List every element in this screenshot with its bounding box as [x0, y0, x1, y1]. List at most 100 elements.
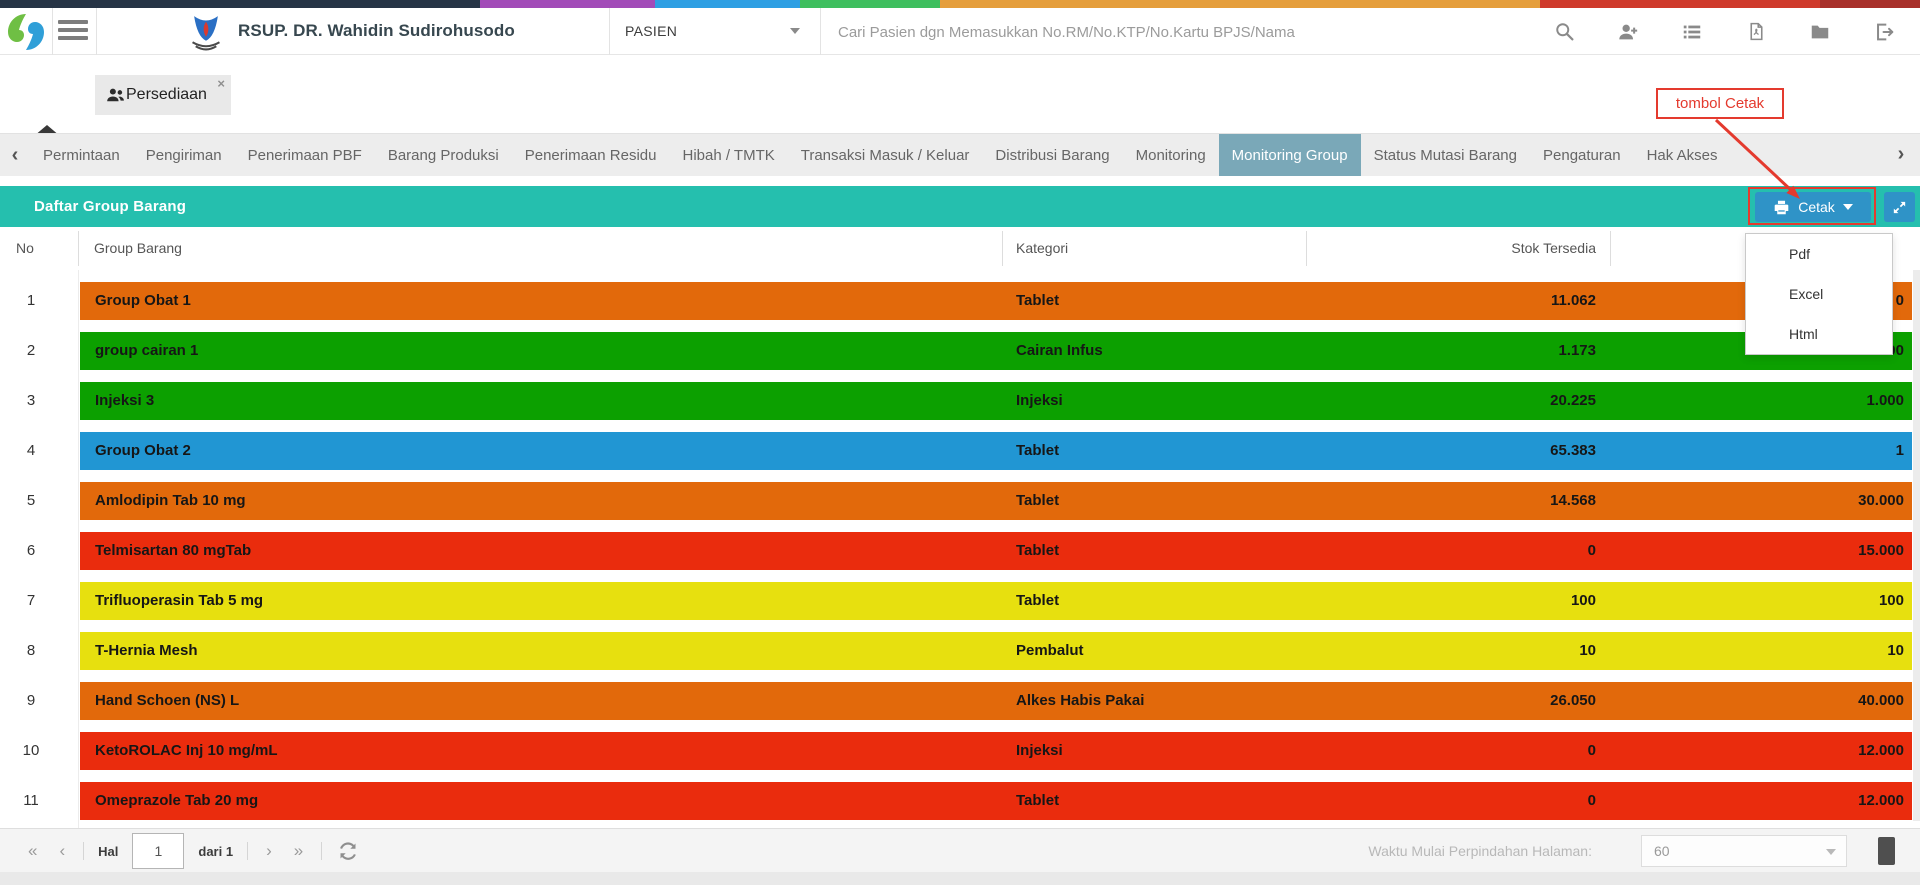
refresh-icon[interactable]: [336, 839, 360, 863]
add-patient-icon[interactable]: [1616, 20, 1640, 44]
menu-item-excel[interactable]: Excel: [1789, 286, 1824, 302]
row-band[interactable]: Amlodipin Tab 10 mg Tablet 14.568 30.000: [80, 482, 1912, 520]
cell-stok-tersedia: 14.568: [1550, 492, 1596, 509]
menu-item-pdf[interactable]: Pdf: [1789, 246, 1811, 262]
col-no: No: [16, 240, 34, 256]
cell-stok-tersedia: 0: [1587, 542, 1596, 559]
table-row[interactable]: 11 Omeprazole Tab 20 mg Tablet 0 12.000: [0, 770, 1920, 820]
row-number: 6: [26, 542, 36, 559]
close-icon[interactable]: ×: [217, 76, 225, 91]
table-row[interactable]: 3 Injeksi 3 Injeksi 20.225 1.000: [0, 370, 1920, 420]
cell-group-barang: Group Obat 1: [95, 292, 191, 309]
nav-scroll-left-icon[interactable]: ‹: [11, 143, 19, 166]
divider: [96, 8, 97, 55]
module-select[interactable]: PASIEN: [625, 8, 820, 55]
vertical-scrollbar[interactable]: [1913, 270, 1920, 821]
row-band[interactable]: Omeprazole Tab 20 mg Tablet 0 12.000: [80, 782, 1912, 820]
table-row[interactable]: 5 Amlodipin Tab 10 mg Tablet 14.568 30.0…: [0, 470, 1920, 520]
tab-persediaan[interactable]: Persediaan ×: [95, 75, 231, 115]
last-page-button[interactable]: »: [293, 841, 304, 860]
strip-segment: [655, 0, 800, 8]
nav-tab-hak-akses[interactable]: Hak Akses: [1646, 147, 1718, 164]
list-icon[interactable]: [1680, 20, 1704, 44]
table-row[interactable]: 8 T-Hernia Mesh Pembalut 10 10: [0, 620, 1920, 670]
row-number: 5: [26, 492, 36, 509]
cell-stok-min: 0: [1895, 292, 1904, 309]
pdf-icon[interactable]: [1744, 20, 1768, 44]
cell-kategori: Tablet: [1016, 442, 1060, 459]
expand-icon: [1893, 201, 1906, 213]
nav-tab-pengiriman[interactable]: Pengiriman: [145, 147, 222, 164]
cell-stok-min: 40.000: [1858, 692, 1904, 709]
cell-stok-min: 10: [1887, 642, 1904, 659]
chevron-down-icon: [1842, 204, 1853, 210]
nav-tab-hibah-tmtk[interactable]: Hibah / TMTK: [682, 147, 775, 164]
footer-corner-button[interactable]: [1878, 837, 1895, 865]
row-number: 7: [26, 592, 36, 609]
table-row[interactable]: 7 Trifluoperasin Tab 5 mg Tablet 100 100: [0, 570, 1920, 620]
col-stok-tersedia: Stok Tersedia: [1511, 240, 1596, 256]
cell-kategori: Tablet: [1016, 292, 1060, 309]
cell-stok-min: 15.000: [1858, 542, 1904, 559]
nav-tab-penerimaan-pbf[interactable]: Penerimaan PBF: [247, 147, 362, 164]
cell-stok-min: 12.000: [1858, 742, 1904, 759]
folder-icon[interactable]: [1808, 20, 1832, 44]
nav-tab-status-mutasi-barang[interactable]: Status Mutasi Barang: [1373, 147, 1517, 164]
table-row[interactable]: 4 Group Obat 2 Tablet 65.383 1: [0, 420, 1920, 470]
row-band[interactable]: Telmisartan 80 mgTab Tablet 0 15.000: [80, 532, 1912, 570]
row-band[interactable]: Injeksi 3 Injeksi 20.225 1.000: [80, 382, 1912, 420]
cell-stok-tersedia: 0: [1587, 792, 1596, 809]
page-timer-label: Waktu Mulai Perpindahan Halaman:: [1368, 843, 1592, 859]
nav-tab-permintaan[interactable]: Permintaan: [43, 147, 120, 164]
row-band[interactable]: KetoROLAC Inj 10 mg/mL Injeksi 0 12.000: [80, 732, 1912, 770]
annotation-label: tombol Cetak: [1675, 95, 1765, 112]
nav-tab-monitoring-group[interactable]: Monitoring Group: [1218, 134, 1361, 176]
annotation-label-box: tombol Cetak: [1656, 88, 1784, 119]
cell-kategori: Tablet: [1016, 592, 1060, 609]
nav-tab-pengaturan[interactable]: Pengaturan: [1543, 147, 1621, 164]
nav-tab-penerimaan-residu[interactable]: Penerimaan Residu: [524, 147, 657, 164]
cell-kategori: Tablet: [1016, 542, 1060, 559]
divider: [321, 842, 323, 860]
menu-toggle-icon[interactable]: [58, 20, 88, 44]
table-row[interactable]: 9 Hand Schoen (NS) L Alkes Habis Pakai 2…: [0, 670, 1920, 720]
nav-tab-distribusi-barang[interactable]: Distribusi Barang: [995, 147, 1110, 164]
row-band[interactable]: Group Obat 1 Tablet 11.062 0: [80, 282, 1912, 320]
page-count-label: dari 1: [198, 843, 234, 859]
nav-tab-barang-produksi[interactable]: Barang Produksi: [387, 147, 499, 164]
page-number-input[interactable]: [132, 833, 185, 869]
row-band[interactable]: T-Hernia Mesh Pembalut 10 10: [80, 632, 1912, 670]
search-icon[interactable]: [1552, 20, 1576, 44]
cell-group-barang: Hand Schoen (NS) L: [95, 692, 240, 709]
table-row[interactable]: 6 Telmisartan 80 mgTab Tablet 0 15.000: [0, 520, 1920, 570]
logout-icon[interactable]: [1872, 20, 1896, 44]
nav-scroll-right-icon[interactable]: ›: [1897, 143, 1905, 165]
prev-page-button[interactable]: ‹: [59, 841, 66, 860]
table-row[interactable]: 2 group cairan 1 Cairan Infus 1.173 700: [0, 320, 1920, 370]
cell-stok-tersedia: 1.173: [1558, 342, 1596, 359]
nav-tab-monitoring[interactable]: Monitoring: [1135, 147, 1206, 164]
next-page-button[interactable]: ›: [266, 841, 272, 860]
page-timer-select[interactable]: 60: [1641, 835, 1847, 867]
row-band[interactable]: Group Obat 2 Tablet 65.383 1: [80, 432, 1912, 470]
patient-search-input[interactable]: [838, 17, 1538, 47]
strip-segment: [800, 0, 940, 8]
row-band[interactable]: group cairan 1 Cairan Infus 1.173 700: [80, 332, 1912, 370]
chevron-down-icon: [790, 28, 800, 34]
row-number: 10: [22, 742, 40, 759]
row-band[interactable]: Hand Schoen (NS) L Alkes Habis Pakai 26.…: [80, 682, 1912, 720]
row-band[interactable]: Trifluoperasin Tab 5 mg Tablet 100 100: [80, 582, 1912, 620]
users-icon: [107, 88, 124, 101]
nav-tab-transaksi-masuk-keluar[interactable]: Transaksi Masuk / Keluar: [800, 147, 970, 164]
cell-stok-tersedia: 11.062: [1550, 292, 1596, 309]
table-row[interactable]: 1 Group Obat 1 Tablet 11.062 0: [0, 270, 1920, 320]
first-page-button[interactable]: «: [28, 841, 38, 860]
expand-button[interactable]: [1884, 192, 1915, 222]
cell-stok-min: 30.000: [1858, 492, 1904, 509]
print-button[interactable]: Cetak: [1755, 192, 1871, 222]
hospital-logo: [192, 16, 220, 51]
panel-header: Daftar Group Barang Cetak: [0, 186, 1920, 227]
col-kategori: Kategori: [1016, 240, 1069, 256]
table-row[interactable]: 10 KetoROLAC Inj 10 mg/mL Injeksi 0 12.0…: [0, 720, 1920, 770]
menu-item-html[interactable]: Html: [1789, 326, 1818, 342]
